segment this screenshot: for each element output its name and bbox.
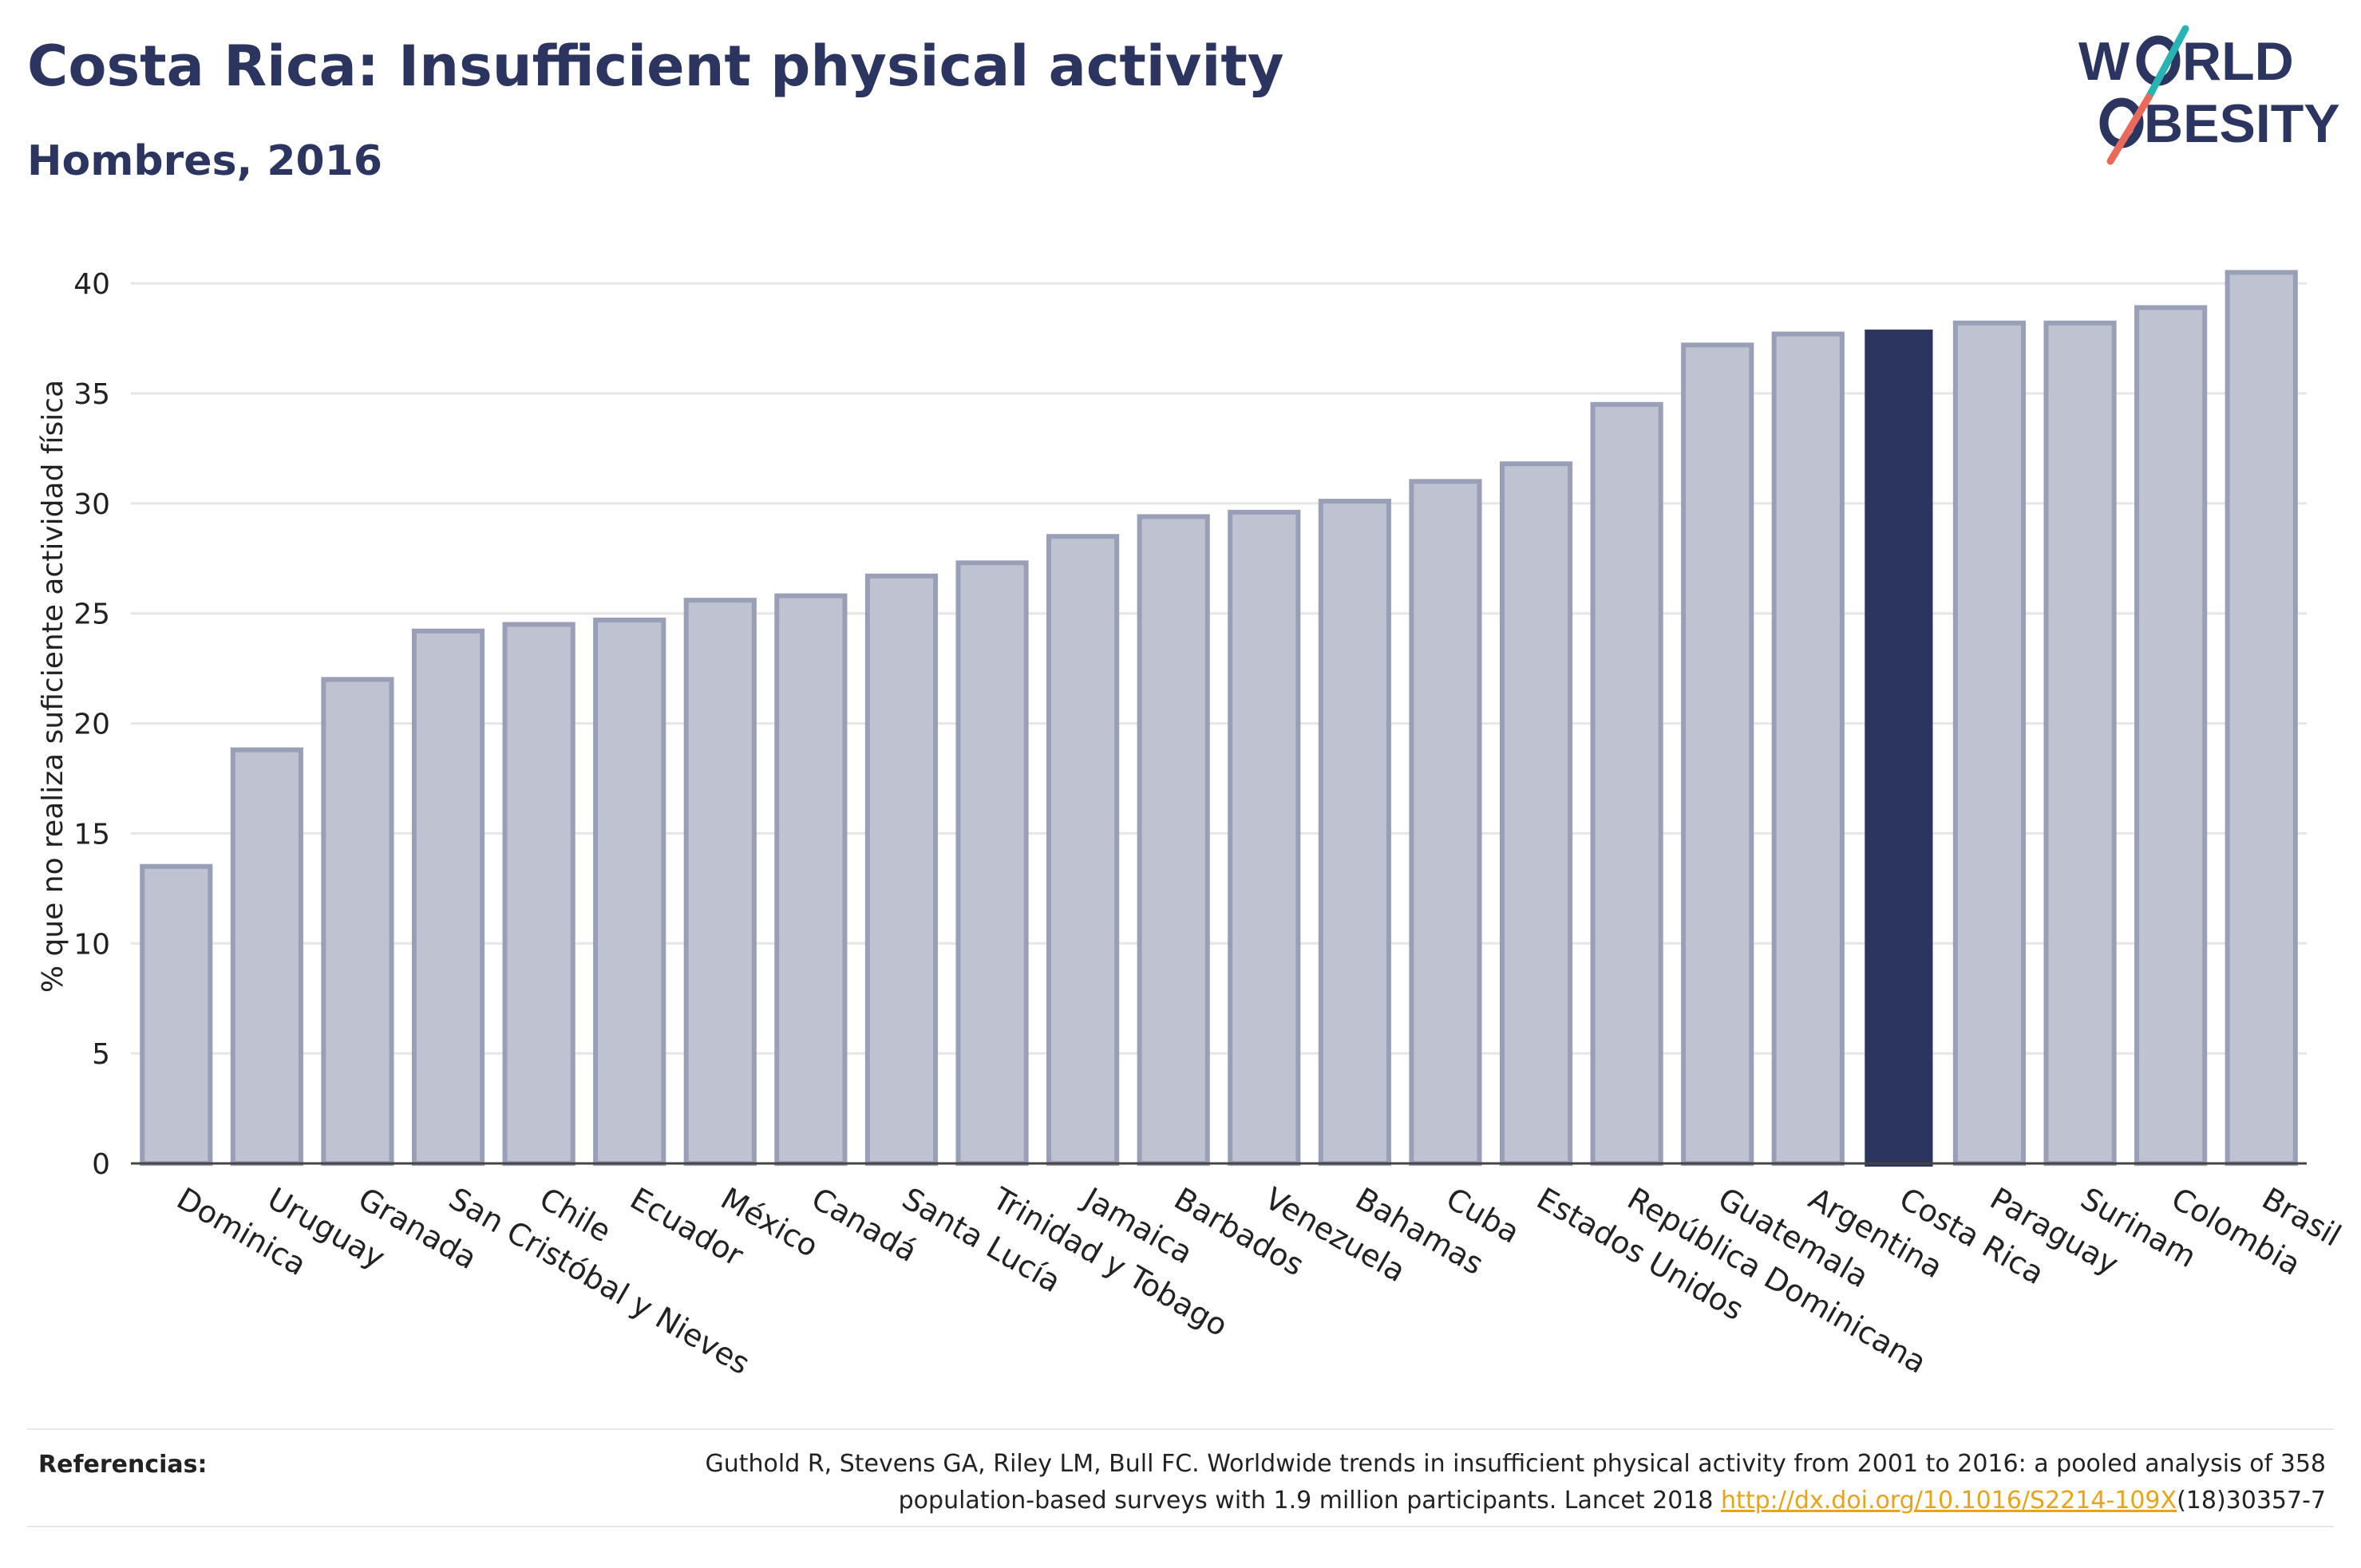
world-obesity-logo: W RLD BESITY bbox=[2078, 25, 2340, 165]
references-doi-link[interactable]: http://dx.doi.org/10.1016/S2214-109X bbox=[1721, 1487, 2177, 1515]
y-tick-label: 25 bbox=[73, 598, 110, 631]
grid-lines bbox=[131, 282, 2307, 1055]
bar-méxico bbox=[683, 598, 757, 1166]
bar-san-cristóbal-y-nieves bbox=[411, 628, 485, 1166]
bar-paraguay bbox=[1952, 320, 2027, 1166]
bar-colombia bbox=[2134, 305, 2208, 1166]
bar-chart: 0 5 10 15 20 25 30 35 40 DominicaUruguayGranadaS… bbox=[37, 268, 2347, 1381]
references-bottom-rule bbox=[27, 1526, 2334, 1527]
bar-chile bbox=[502, 622, 575, 1166]
y-tick-label: 30 bbox=[73, 488, 110, 521]
references-line-2-suffix: (18)30357-7 bbox=[2177, 1487, 2326, 1515]
y-axis-label: % que no realiza suficiente actividad fí… bbox=[37, 380, 69, 993]
bar-canadá bbox=[774, 593, 848, 1166]
bar-venezuela bbox=[1228, 509, 1301, 1166]
bars bbox=[140, 270, 2298, 1167]
bar-brasil bbox=[2225, 270, 2298, 1166]
references-top-rule bbox=[27, 1428, 2334, 1430]
page-subtitle: Hombres, 2016 bbox=[27, 137, 383, 185]
y-tick-label: 5 bbox=[92, 1038, 110, 1071]
bar-granada bbox=[321, 677, 394, 1166]
bar-dominica bbox=[140, 863, 213, 1167]
references-text: Guthold R, Stevens GA, Riley LM, Bull FC… bbox=[570, 1446, 2326, 1519]
bar-barbados bbox=[1137, 514, 1210, 1166]
bar-costa-rica bbox=[1865, 330, 1933, 1167]
svg-text:RLD: RLD bbox=[2182, 31, 2294, 92]
y-tick-label: 10 bbox=[73, 928, 110, 961]
bar-jamaica bbox=[1046, 534, 1120, 1166]
page-title: Costa Rica: Insufficient physical activi… bbox=[27, 34, 1284, 99]
y-tick-label: 40 bbox=[73, 268, 110, 301]
bar-uruguay bbox=[230, 747, 303, 1166]
references-line-1: Guthold R, Stevens GA, Riley LM, Bull FC… bbox=[705, 1450, 2326, 1478]
bar-república-dominicana bbox=[1590, 401, 1663, 1166]
bar-cuba bbox=[1409, 479, 1482, 1166]
logo-slash-coral bbox=[2106, 93, 2153, 165]
references-line-2-prefix: population-based surveys with 1.9 millio… bbox=[898, 1487, 1722, 1515]
references-label: Referencias: bbox=[38, 1451, 208, 1479]
bar-guatemala bbox=[1681, 342, 1754, 1166]
logo-slash-teal bbox=[2145, 25, 2189, 101]
y-axis: 0 5 10 15 20 25 30 35 40 bbox=[73, 268, 110, 1181]
y-tick-label: 20 bbox=[73, 709, 110, 741]
bar-estados-unidos bbox=[1499, 461, 1573, 1166]
references-line-2: population-based surveys with 1.9 millio… bbox=[570, 1483, 2326, 1519]
bar-bahamas bbox=[1318, 499, 1391, 1166]
svg-text:W: W bbox=[2078, 31, 2130, 92]
y-tick-label: 35 bbox=[73, 378, 110, 411]
bar-trinidad-y-tobago bbox=[955, 560, 1029, 1166]
y-tick-label: 0 bbox=[92, 1148, 110, 1181]
bar-santa-lucía bbox=[864, 573, 939, 1166]
bar-ecuador bbox=[593, 617, 666, 1166]
bar-surinam bbox=[2043, 320, 2117, 1166]
svg-text:BESITY: BESITY bbox=[2144, 93, 2340, 154]
bar-argentina bbox=[1771, 331, 1845, 1166]
y-tick-label: 15 bbox=[73, 818, 110, 851]
